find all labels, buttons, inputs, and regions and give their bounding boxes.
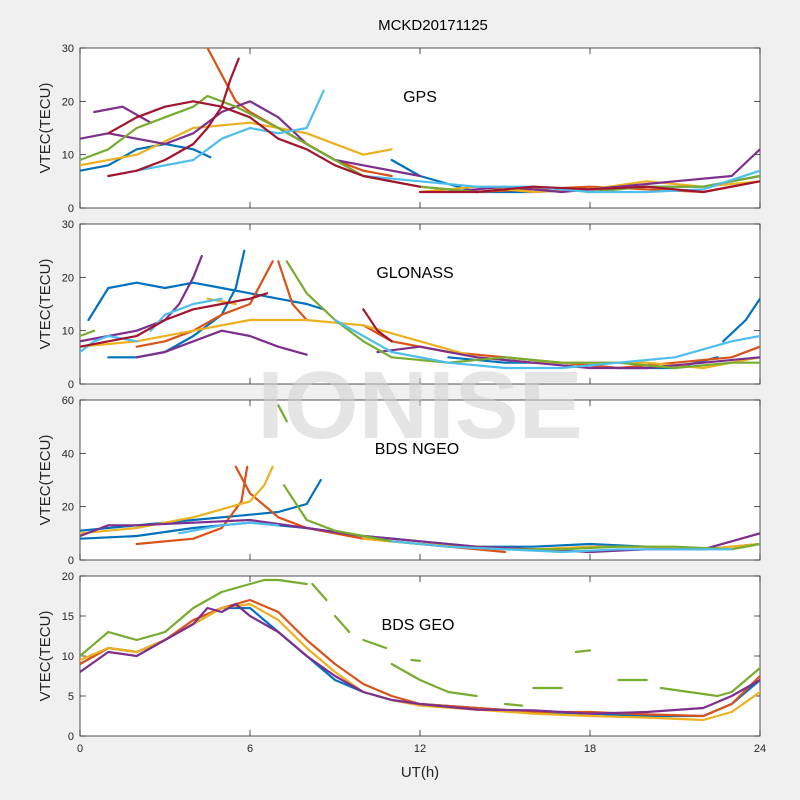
series-line-10 bbox=[390, 540, 733, 554]
y-tick-label: 20 bbox=[62, 502, 74, 514]
series-line-6 bbox=[277, 260, 308, 322]
series-line-7 bbox=[80, 318, 760, 370]
x-tick-label: 12 bbox=[414, 743, 426, 755]
x-tick-label: 6 bbox=[247, 743, 253, 755]
y-axis-label: VTEC(TECU) bbox=[37, 83, 54, 174]
series-line-3 bbox=[722, 297, 760, 343]
series-line-9 bbox=[178, 521, 280, 535]
series-line-7 bbox=[362, 638, 388, 650]
y-axis-label: VTEC(TECU) bbox=[37, 611, 54, 702]
series-line-13 bbox=[285, 260, 760, 370]
panel-1: 0 10 20 30 VTEC(TECU) GLONASS bbox=[37, 219, 761, 391]
y-axis-label: VTEC(TECU) bbox=[37, 435, 54, 526]
y-axis-label: VTEC(TECU) bbox=[37, 259, 54, 350]
series-group bbox=[80, 404, 760, 554]
x-tick-label: 18 bbox=[584, 743, 596, 755]
series-line-9 bbox=[503, 702, 524, 707]
panel-3: 0 6 12 18 24 0 5 10 15 20 VTEC(TECU) BDS GEO bbox=[37, 571, 766, 755]
y-tick-label: 60 bbox=[62, 395, 74, 407]
x-tick-label: 0 bbox=[77, 743, 83, 755]
y-tick-label: 15 bbox=[62, 611, 74, 623]
series-line-15 bbox=[418, 180, 760, 194]
y-tick-label: 20 bbox=[62, 96, 74, 108]
panel-2: 0 20 40 60 VTEC(TECU) BDS NGEO bbox=[37, 395, 761, 567]
y-tick-label: 10 bbox=[62, 150, 74, 162]
y-tick-label: 10 bbox=[62, 651, 74, 663]
series-line-12 bbox=[80, 329, 96, 338]
series-line-0 bbox=[80, 142, 212, 172]
series-group bbox=[80, 48, 760, 194]
series-line-18 bbox=[362, 308, 393, 343]
series-line-14 bbox=[410, 658, 422, 662]
y-tick-label: 10 bbox=[62, 326, 74, 338]
y-tick-label: 30 bbox=[62, 43, 74, 55]
series-line-8 bbox=[277, 404, 288, 423]
y-tick-label: 0 bbox=[68, 731, 74, 743]
series-line-7 bbox=[93, 105, 152, 124]
series-line-6 bbox=[333, 614, 351, 634]
watermark-text: IONISE bbox=[257, 352, 582, 459]
series-line-11 bbox=[135, 89, 325, 172]
plot-area bbox=[79, 399, 761, 561]
y-tick-label: 30 bbox=[62, 219, 74, 231]
panel-0: 0 10 20 30 VTEC(TECU) GPS bbox=[37, 43, 761, 215]
x-axis-label: UT(h) bbox=[401, 764, 439, 781]
panel-label: BDS NGEO bbox=[375, 441, 459, 458]
y-tick-label: 20 bbox=[62, 571, 74, 583]
series-line-14 bbox=[107, 100, 422, 188]
series-line-4 bbox=[135, 260, 274, 348]
series-line-12 bbox=[659, 666, 760, 698]
y-tick-label: 5 bbox=[68, 691, 74, 703]
series-line-17 bbox=[80, 292, 269, 348]
y-tick-label: 40 bbox=[62, 448, 74, 460]
series-line-11 bbox=[376, 345, 760, 370]
series-line-16 bbox=[333, 318, 760, 370]
series-line-13 bbox=[107, 57, 240, 178]
figure-title: MCKD20171125 bbox=[378, 17, 488, 34]
panel-label: GLONASS bbox=[376, 265, 453, 282]
series-line-4 bbox=[80, 578, 308, 658]
panels-group: 0 10 20 30 VTEC(TECU) GPS 0 10 20 30 VTEC(TECU) GLO… bbox=[37, 43, 766, 755]
series-line-5 bbox=[311, 582, 328, 602]
series-line-3 bbox=[80, 602, 760, 715]
y-tick-label: 0 bbox=[68, 555, 74, 567]
y-tick-label: 0 bbox=[68, 379, 74, 391]
series-line-2 bbox=[135, 465, 249, 546]
series-group bbox=[80, 578, 760, 722]
series-line-13 bbox=[574, 649, 592, 654]
y-tick-label: 0 bbox=[68, 203, 74, 215]
series-line-15 bbox=[149, 297, 223, 332]
series-line-8 bbox=[390, 662, 478, 698]
x-tick-label: 24 bbox=[754, 743, 766, 755]
panel-label: BDS GEO bbox=[382, 617, 455, 634]
panel-label: GPS bbox=[403, 89, 437, 106]
series-group bbox=[80, 249, 760, 370]
series-line-4 bbox=[80, 465, 274, 535]
series-line-10 bbox=[135, 329, 308, 359]
series-line-9 bbox=[80, 94, 422, 188]
series-line-4 bbox=[80, 121, 393, 167]
series-line-12 bbox=[362, 169, 760, 194]
y-tick-label: 20 bbox=[62, 272, 74, 284]
